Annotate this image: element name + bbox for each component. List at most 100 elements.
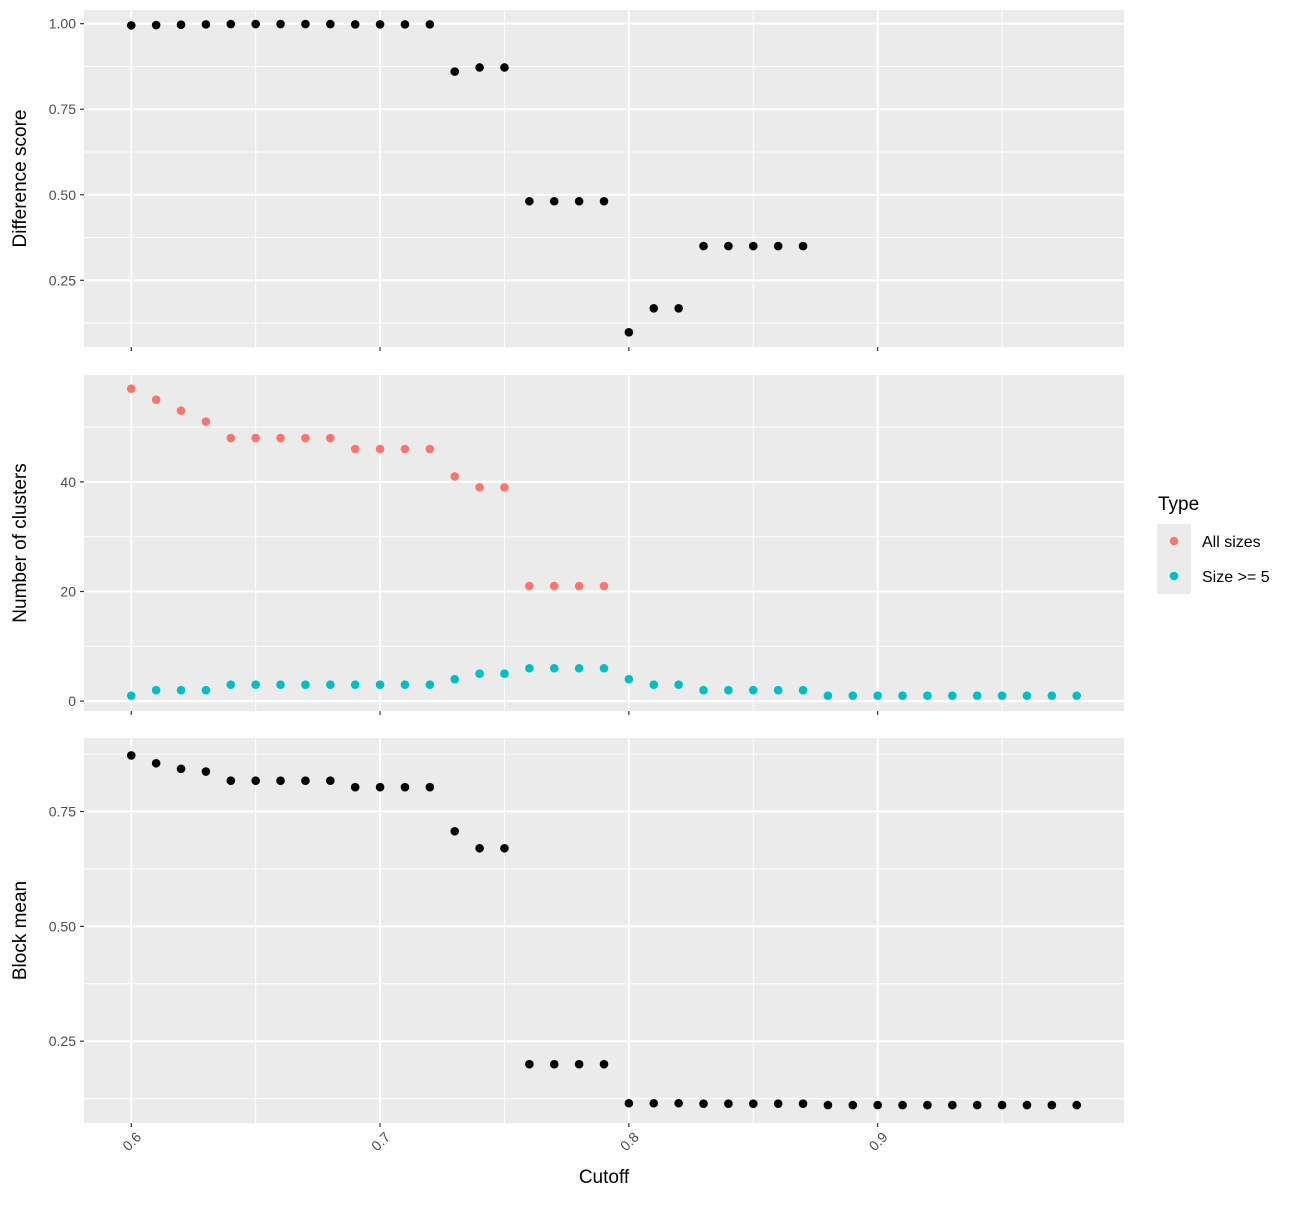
data-point [748,241,758,251]
data-point [226,776,236,786]
data-point [276,433,285,443]
legend-title: Type [1158,494,1199,515]
data-point [326,776,335,786]
data-point [425,444,435,454]
data-point [201,417,211,426]
y-tick-label: 0 [68,693,76,709]
data-point [400,20,410,29]
data-point [375,20,385,29]
data-point [425,782,435,792]
data-point [674,680,683,689]
y-tick-label: 1.00 [49,16,76,32]
data-point [425,680,435,689]
data-point [948,691,957,700]
data-point [525,663,534,673]
y-tick-label: 0.75 [49,804,76,820]
data-point [251,433,260,443]
data-point [773,1099,783,1109]
data-point [500,63,509,72]
data-point [848,691,858,700]
data-point [500,483,509,492]
data-point [201,685,211,695]
data-point [724,241,733,251]
data-point [549,581,559,591]
data-point [226,680,236,689]
data-point [525,581,534,591]
data-point [350,444,360,454]
data-point [251,19,260,29]
data-point [574,196,584,206]
data-point [400,680,410,689]
data-point [1022,691,1032,700]
data-point [201,20,211,29]
data-point [599,581,609,591]
data-point [450,674,460,684]
data-point [1022,1100,1032,1110]
data-point [599,1059,609,1069]
data-point [450,67,460,76]
data-point [948,1100,957,1110]
data-point [823,691,833,700]
data-point [699,685,708,695]
data-point [301,776,310,786]
data-point [724,1099,733,1109]
data-point [649,680,659,689]
data-point [699,241,708,251]
x-tick-label: 0.7 [368,1129,393,1154]
data-point [972,691,982,700]
data-point [574,663,584,673]
data-point [574,581,584,591]
data-point [151,758,161,768]
data-point [176,406,186,415]
data-point [126,691,136,700]
data-point [798,685,808,695]
data-point [475,63,484,72]
data-point [500,669,509,679]
data-point [724,685,733,695]
data-point [873,691,882,700]
data-point [748,685,758,695]
data-point [898,691,907,700]
data-point [624,674,634,684]
data-point [176,685,186,695]
y-axis-title: Block mean [10,881,31,980]
data-point [699,1099,708,1109]
data-point [400,444,410,454]
data-point [201,767,211,776]
data-point [276,19,285,29]
data-point [176,20,186,30]
data-point [301,19,310,29]
data-point [475,483,484,492]
y-tick-label: 20 [60,584,76,600]
data-point [226,433,236,443]
x-tick-label: 0.9 [866,1129,891,1154]
data-point [873,1100,882,1110]
data-point [350,680,360,689]
data-point [276,776,285,786]
y-axis-title: Difference score [10,110,31,248]
data-point [525,196,534,206]
data-point [748,1099,758,1109]
data-point [1047,691,1057,700]
data-point [450,826,460,836]
data-point [898,1100,907,1110]
data-point [773,241,783,251]
data-point [773,685,783,695]
legend-key-background [1157,524,1191,594]
data-point [126,384,136,394]
data-point [326,19,335,29]
legend-key [1169,571,1179,581]
data-point [276,680,285,689]
x-tick-label: 0.8 [617,1129,642,1154]
data-point [375,680,385,689]
data-point [1072,1100,1082,1110]
data-point [500,843,509,853]
data-point [649,304,659,313]
data-point [425,20,435,29]
data-point [997,691,1007,700]
data-point [823,1100,833,1110]
data-point [525,1059,534,1069]
data-point [326,433,335,443]
